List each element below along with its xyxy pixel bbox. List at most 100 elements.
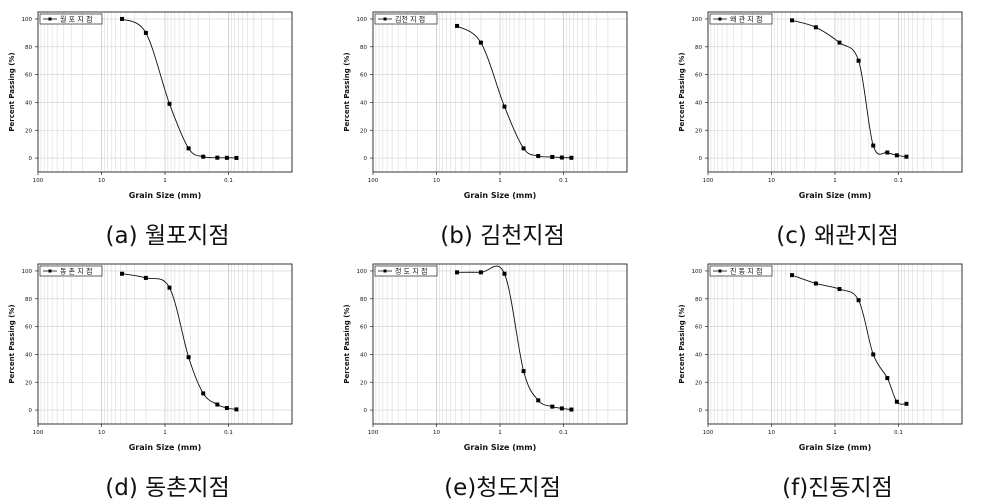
y-tick-label: 0 — [364, 408, 368, 414]
legend-label: 왜 관 지 점 — [730, 15, 762, 24]
legend-box — [39, 265, 103, 277]
y-tick-label: 100 — [22, 17, 33, 23]
legend-label: 청 도 지 점 — [395, 267, 427, 276]
x-tick-label: 0.1 — [559, 178, 568, 184]
data-point — [167, 101, 172, 106]
data-point — [904, 401, 909, 406]
y-tick-label: 80 — [360, 45, 367, 51]
y-tick-label: 0 — [699, 408, 703, 414]
y-tick-label: 60 — [25, 325, 32, 331]
chart-caption-e: (e)청도지점 — [444, 475, 561, 501]
data-point — [837, 287, 842, 292]
data-point — [186, 355, 191, 360]
data-point — [224, 406, 229, 410]
data-point — [856, 298, 861, 303]
y-tick-label: 0 — [29, 156, 33, 162]
x-tick-label: 1 — [498, 430, 502, 436]
y-tick-label: 40 — [695, 352, 702, 358]
data-point — [143, 275, 148, 280]
data-point — [559, 155, 564, 160]
data-point — [478, 270, 483, 275]
data-point — [502, 271, 507, 276]
y-tick-label: 20 — [695, 380, 702, 386]
data-point — [813, 281, 818, 286]
y-tick-label: 40 — [360, 352, 367, 358]
data-point — [234, 407, 239, 412]
chart-caption-d: (d) 동촌지점 — [105, 475, 230, 501]
x-tick-label: 1 — [833, 178, 837, 184]
chart-panel-b: 0 20 40 60 80 100 100 10 1 0.1 Grain Size (mm) Perc… — [335, 0, 670, 250]
data-point — [885, 150, 890, 155]
data-point — [894, 153, 899, 158]
y-tick-label: 100 — [22, 269, 33, 275]
chart-panel-d: 0 20 40 60 80 100 100 10 1 0.1 Grain Size (mm) Perc… — [0, 252, 335, 502]
x-tick-label: 0.1 — [894, 178, 903, 184]
legend-label: 동 촌 지 점 — [60, 267, 92, 276]
y-tick-label: 60 — [25, 73, 32, 79]
y-axis-label: Percent Passing (%) — [343, 52, 351, 131]
data-point — [502, 104, 507, 109]
x-tick-label: 10 — [433, 430, 440, 436]
chart-svg-f: 0 20 40 60 80 100 100 10 1 0.1 Grain Size (mm) Perc… — [678, 263, 963, 452]
y-tick-label: 20 — [360, 128, 367, 134]
data-point — [837, 40, 842, 45]
legend-box — [374, 265, 438, 277]
y-tick-label: 20 — [25, 128, 32, 134]
y-tick-label: 100 — [692, 269, 703, 275]
chart-caption-a: (a) 월포지점 — [105, 223, 230, 249]
x-axis-label: Grain Size (mm) — [464, 191, 537, 200]
x-tick-label: 0.1 — [559, 430, 568, 436]
y-tick-label: 0 — [29, 408, 33, 414]
y-axis-label: Percent Passing (%) — [8, 304, 16, 383]
legend-marker — [383, 269, 387, 273]
data-point — [813, 25, 818, 30]
y-tick-label: 40 — [360, 100, 367, 106]
x-tick-label: 0.1 — [894, 430, 903, 436]
y-tick-label: 0 — [364, 156, 368, 162]
data-point — [143, 30, 148, 35]
chart-svg-c: 0 20 40 60 80 100 100 10 1 0.1 Grain Size (mm) Perc… — [678, 11, 963, 200]
data-point — [559, 406, 564, 411]
y-tick-label: 0 — [699, 156, 703, 162]
x-tick-label: 100 — [368, 178, 379, 184]
x-tick-label: 1 — [163, 178, 167, 184]
data-point — [455, 270, 460, 275]
chart-caption-c: (c) 왜관지점 — [776, 223, 899, 249]
x-tick-label: 10 — [768, 178, 775, 184]
x-tick-label: 100 — [703, 178, 714, 184]
data-point — [856, 58, 861, 63]
y-axis-label: Percent Passing (%) — [678, 304, 686, 383]
y-tick-label: 80 — [25, 45, 32, 51]
x-tick-label: 0.1 — [224, 178, 233, 184]
legend-marker — [383, 17, 387, 21]
legend-box — [709, 13, 773, 25]
y-tick-label: 20 — [360, 380, 367, 386]
y-axis-label: Percent Passing (%) — [678, 52, 686, 131]
y-tick-label: 80 — [360, 297, 367, 303]
y-tick-label: 100 — [692, 17, 703, 23]
data-point — [550, 154, 555, 159]
data-point — [904, 154, 909, 159]
chart-svg-e: 0 20 40 60 80 100 100 10 1 0.1 Grain Size (mm) Perc… — [343, 263, 628, 452]
data-point — [215, 155, 220, 160]
x-tick-label: 10 — [433, 178, 440, 184]
chart-panel-c: 0 20 40 60 80 100 100 10 1 0.1 Grain Size (mm) Perc… — [670, 0, 1005, 250]
y-tick-label: 80 — [695, 297, 702, 303]
chart-svg-d: 0 20 40 60 80 100 100 10 1 0.1 Grain Size (mm) Perc… — [8, 263, 293, 452]
data-point — [894, 399, 899, 404]
data-point — [550, 404, 555, 409]
y-tick-label: 80 — [695, 45, 702, 51]
data-point — [569, 155, 574, 160]
legend-marker — [718, 17, 722, 21]
data-point — [186, 146, 191, 151]
chart-caption-f: (f)진동지점 — [782, 475, 893, 501]
data-point — [790, 18, 795, 23]
y-axis-label: Percent Passing (%) — [343, 304, 351, 383]
x-tick-label: 10 — [98, 178, 105, 184]
data-point — [790, 273, 795, 278]
y-tick-label: 60 — [360, 325, 367, 331]
x-tick-label: 100 — [368, 430, 379, 436]
x-axis-label: Grain Size (mm) — [129, 443, 202, 452]
chart-svg-b: 0 20 40 60 80 100 100 10 1 0.1 Grain Size (mm) Perc… — [343, 11, 628, 200]
data-point — [521, 369, 526, 374]
